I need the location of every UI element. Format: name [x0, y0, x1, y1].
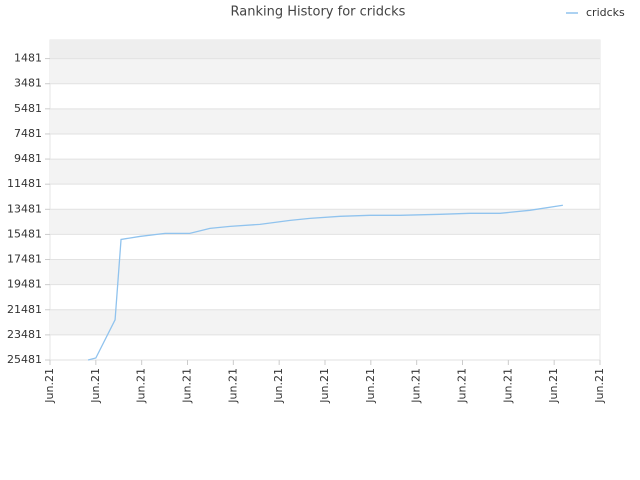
band	[50, 108, 600, 134]
x-tick-label: Jun.21	[226, 368, 239, 404]
y-tick-label: 7481	[14, 127, 42, 140]
legend-label: cridcks	[586, 6, 625, 19]
y-tick-label: 19481	[7, 278, 42, 291]
y-tick-label: 21481	[7, 303, 42, 316]
x-tick-label: Jun.21	[135, 368, 148, 404]
band	[50, 58, 600, 84]
plot-background	[49, 39, 601, 361]
x-tick-label: Jun.21	[181, 368, 194, 404]
y-tick-label: 1481	[14, 52, 42, 65]
y-tick-label: 23481	[7, 328, 42, 341]
x-tick-label: Jun.21	[89, 368, 102, 404]
y-tick-label: 9481	[14, 152, 42, 165]
x-tick-label: Jun.21	[456, 368, 469, 404]
band	[50, 159, 600, 185]
y-tick-label: 15481	[7, 227, 42, 240]
band	[50, 309, 600, 335]
y-tick-label: 11481	[7, 177, 42, 190]
x-tick-label: Jun.21	[318, 368, 331, 404]
x-tick-label: Jun.21	[43, 368, 56, 404]
y-tick-label: 3481	[14, 77, 42, 90]
x-tick-label: Jun.21	[547, 368, 560, 404]
x-tick-label: Jun.21	[272, 368, 285, 404]
y-tick-label: 17481	[7, 253, 42, 266]
y-tick-label: 25481	[7, 353, 42, 366]
x-tick-label: Jun.21	[593, 368, 606, 404]
x-tick-label: Jun.21	[501, 368, 514, 404]
y-tick-label: 13481	[7, 202, 42, 215]
chart-title: Ranking History for cridcks	[231, 5, 406, 20]
x-tick-label: Jun.21	[364, 368, 377, 404]
y-tick-label: 5481	[14, 102, 42, 115]
band	[50, 259, 600, 285]
band	[50, 40, 600, 59]
x-tick-label: Jun.21	[410, 368, 423, 404]
band	[50, 209, 600, 235]
series-line	[87, 204, 563, 361]
